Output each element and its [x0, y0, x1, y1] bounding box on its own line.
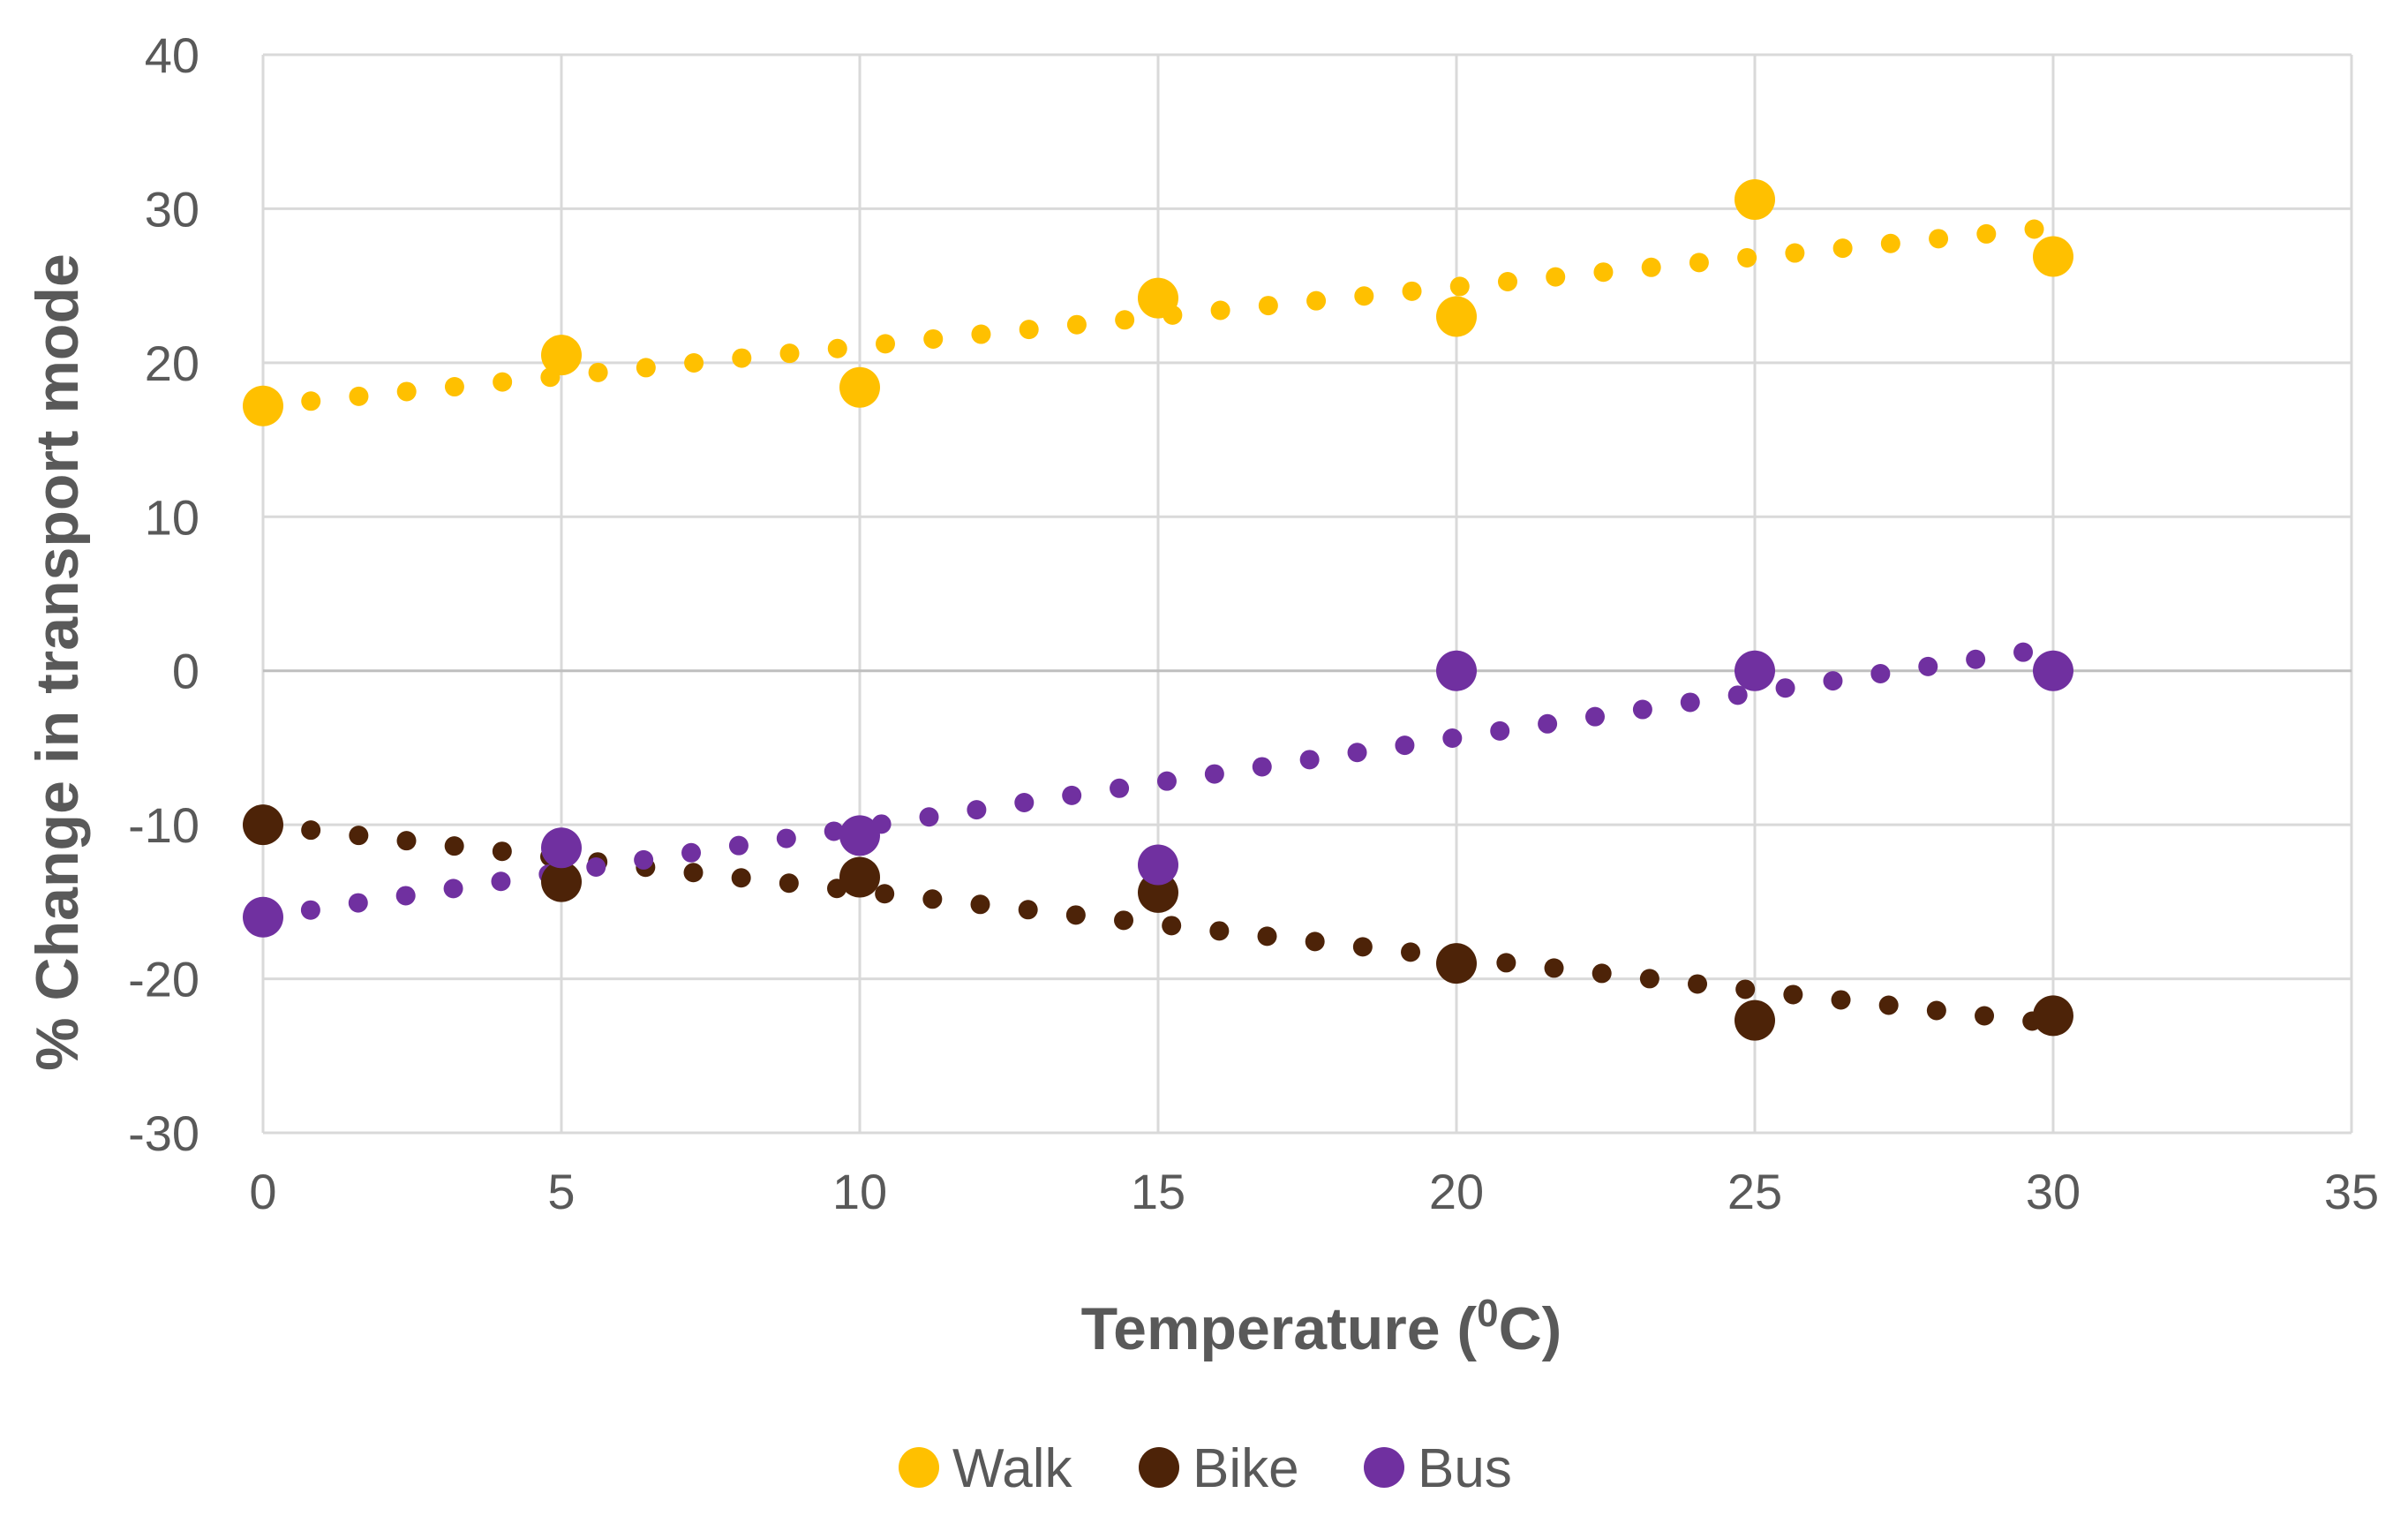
legend-label: Walk	[952, 1438, 1072, 1499]
x-tick-label: 5	[547, 1164, 575, 1219]
point-bus	[541, 827, 582, 869]
x-tick-label: 30	[2026, 1164, 2081, 1219]
trendlines	[253, 217, 2063, 1034]
x-tick-label: 0	[249, 1164, 276, 1219]
y-tick-label: 30	[145, 181, 199, 237]
trendline-bus	[253, 637, 2063, 927]
x-tick-label: 10	[832, 1164, 887, 1219]
point-walk	[541, 335, 582, 376]
legend-marker	[899, 1447, 939, 1488]
point-bike	[1436, 943, 1477, 984]
point-walk	[2033, 236, 2073, 277]
point-walk	[839, 366, 880, 408]
trendline-walk	[253, 217, 2063, 416]
y-tick-label: 0	[172, 644, 199, 699]
x-tick-label: 20	[1429, 1164, 1484, 1219]
point-bus	[2033, 650, 2073, 691]
point-walk	[1735, 178, 1775, 220]
y-tick-label: 10	[145, 489, 199, 545]
x-axis-title: Temperature (0C)	[1081, 1292, 1562, 1362]
point-bus	[1735, 650, 1775, 691]
y-tick-label: 40	[145, 27, 199, 83]
point-walk	[1138, 277, 1178, 319]
point-bus	[1138, 844, 1178, 886]
y-tick-label: -20	[128, 952, 199, 1007]
x-tick-label: 25	[1727, 1164, 1782, 1219]
point-bike	[1735, 999, 1775, 1041]
gridlines	[261, 53, 2353, 1135]
y-tick-label: -30	[128, 1105, 199, 1161]
trendline-bike	[253, 815, 2063, 1034]
legend-label: Bike	[1193, 1438, 1299, 1499]
tick-labels: 0 5 10 15 20 25 30 35 -30 -20 -10 0 10 20 30 40	[128, 27, 2379, 1219]
y-axis-title: % Change in transport mode	[24, 253, 91, 1071]
x-tick-label: 35	[2324, 1164, 2379, 1219]
y-tick-label: -10	[128, 797, 199, 853]
legend-marker	[1364, 1447, 1404, 1488]
point-bus	[839, 815, 880, 856]
x-tick-label: 15	[1131, 1164, 1185, 1219]
legend-label: Bus	[1418, 1438, 1512, 1499]
point-bus	[243, 896, 283, 938]
legend-item-walk: Walk	[899, 1438, 1072, 1499]
point-bike	[243, 804, 283, 846]
point-walk	[243, 385, 283, 426]
legend: Walk Bike Bus	[899, 1438, 1512, 1499]
legend-item-bike: Bike	[1139, 1438, 1299, 1499]
data-points	[243, 178, 2073, 1041]
point-bike	[541, 861, 582, 902]
point-bike	[839, 856, 880, 898]
point-bus	[1436, 650, 1477, 691]
legend-item-bus: Bus	[1364, 1438, 1512, 1499]
legend-marker	[1139, 1447, 1179, 1488]
point-bike	[2033, 995, 2073, 1037]
y-tick-label: 20	[145, 336, 199, 391]
point-walk	[1436, 296, 1477, 337]
